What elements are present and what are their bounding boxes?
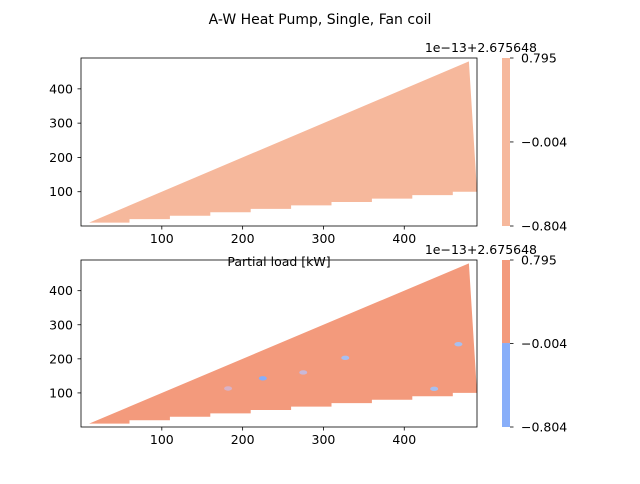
x-tick-label: 100: [150, 231, 174, 246]
top-panel: 100 200 300 400 100 200 300 400 Partial load [kW…: [49, 40, 567, 269]
contour-patch: [341, 355, 350, 361]
y-tick-label: 400: [49, 283, 73, 298]
colorbar-tick-label: 0.795: [521, 253, 557, 268]
y-tick-label: 300: [49, 317, 73, 332]
y-tick-label: 200: [49, 351, 73, 366]
x-tick-label: 100: [150, 432, 174, 447]
x-tick-label: 300: [312, 432, 336, 447]
y-tick-label: 300: [49, 116, 73, 131]
colorbar-offset-text: 1e−13+2.675648: [425, 242, 537, 257]
contour-patch: [430, 386, 439, 392]
colorbar-offset-text: 1e−13+2.675648: [425, 40, 537, 55]
axes-frame: [80, 259, 478, 428]
contour-patch: [299, 370, 308, 375]
contour-region: [89, 263, 477, 424]
y-tick-label: 200: [49, 150, 73, 165]
x-tick-label: 300: [312, 231, 336, 246]
colorbar-tick-label: −0.004: [521, 336, 567, 351]
contour-patch: [454, 341, 463, 347]
colorbar-band: [502, 58, 510, 226]
colorbar-tick-label: −0.004: [521, 134, 567, 149]
y-tick-label: 100: [49, 184, 73, 199]
y-tick-label: 100: [49, 385, 73, 400]
colorbar-band: [502, 343, 510, 427]
colorbar-tick-label: −0.804: [521, 219, 567, 234]
contour-patch: [258, 376, 267, 381]
colorbar-tick-label: 0.795: [521, 51, 557, 66]
y-tick-label: 400: [49, 81, 73, 96]
bottom-panel: 100 200 300 400 100 200 300 400 0.795 −0.004 −0.80…: [49, 242, 567, 447]
contour-region: [89, 61, 477, 223]
colorbar-band: [502, 260, 510, 344]
x-axis-label: Partial load [kW]: [227, 254, 330, 269]
contour-patch: [224, 386, 233, 391]
x-tick-label: 400: [392, 432, 416, 447]
axes-frame: [80, 57, 478, 227]
x-tick-label: 200: [231, 432, 255, 447]
colorbar-tick-label: −0.804: [521, 420, 567, 435]
x-tick-label: 200: [231, 231, 255, 246]
figure-title: A-W Heat Pump, Single, Fan coil: [209, 12, 432, 28]
x-tick-label: 400: [392, 231, 416, 246]
